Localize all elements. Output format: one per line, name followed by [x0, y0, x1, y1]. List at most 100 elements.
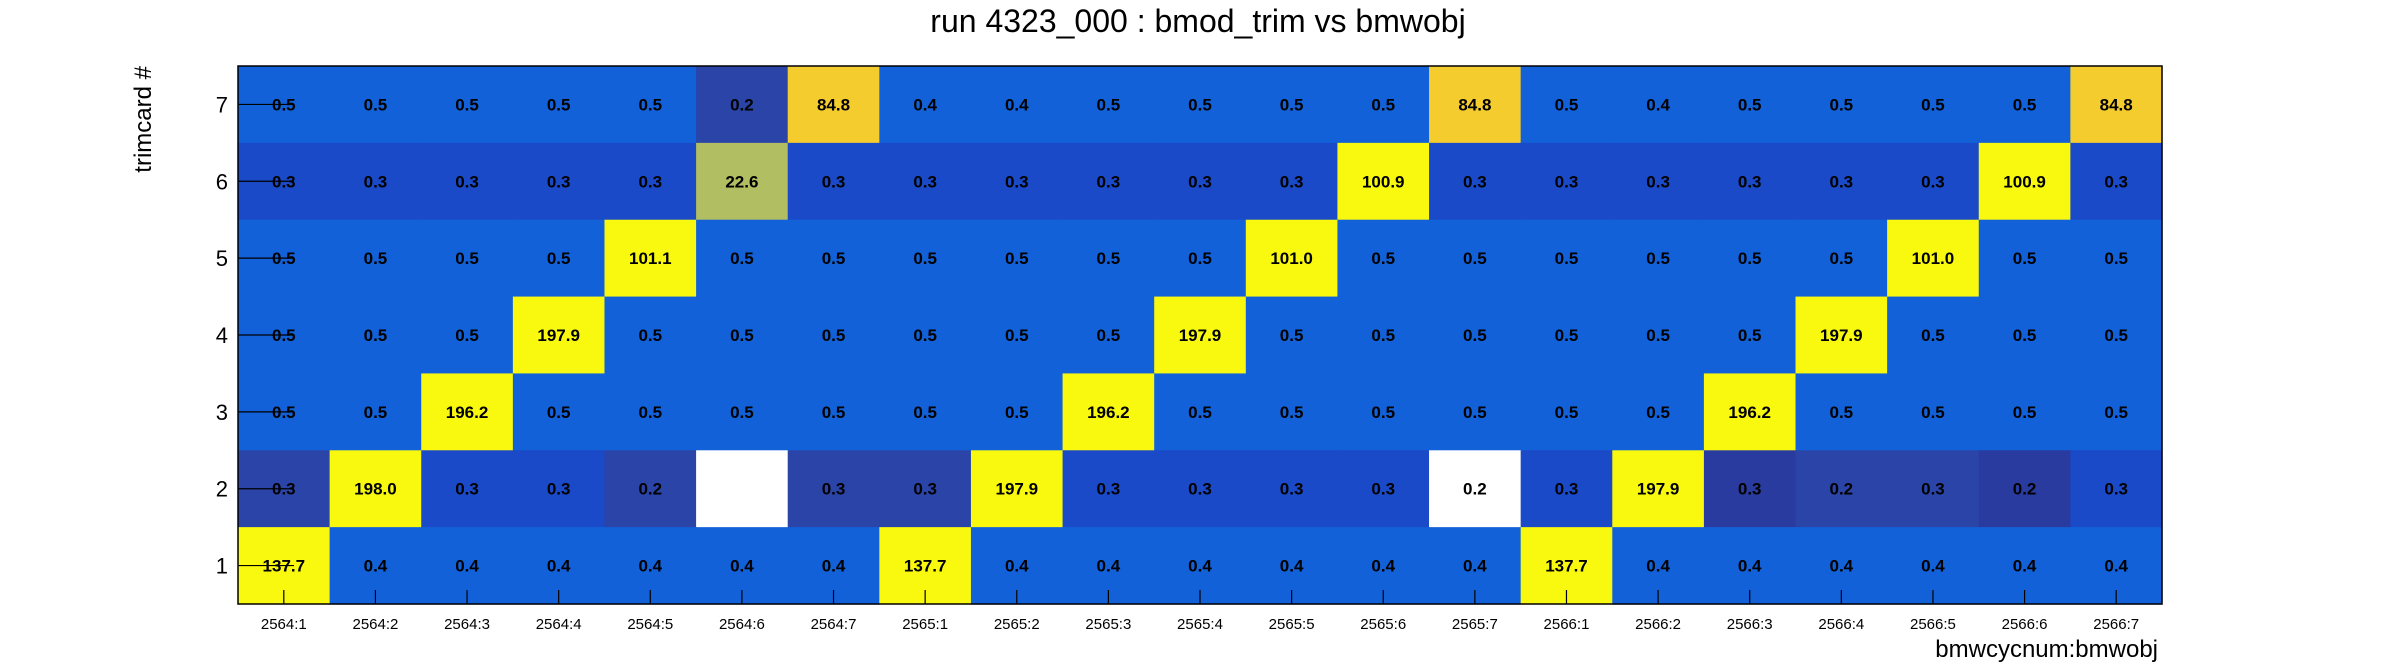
x-tick-label: 2565:4 — [1177, 616, 1223, 633]
y-axis-title: trimcard # — [130, 65, 157, 172]
x-tick-label: 2565:3 — [1085, 616, 1131, 633]
heatmap-cell — [1978, 450, 2071, 528]
heatmap-cell — [604, 296, 697, 375]
heatmap-cell — [1062, 66, 1155, 144]
cell-value-label: 0.4 — [364, 557, 388, 576]
heatmap-cell — [879, 219, 972, 298]
x-tick-label: 2566:5 — [1910, 616, 1956, 633]
heatmap-cell — [2070, 450, 2163, 528]
cell-value-label: 0.5 — [2013, 326, 2037, 345]
heatmap-cell — [1062, 219, 1155, 298]
cell-value-label: 0.4 — [1005, 557, 1029, 576]
cell-value-label: 0.5 — [1738, 326, 1762, 345]
heatmap-cell — [1703, 296, 1797, 375]
cell-value-label: 0.3 — [1188, 172, 1212, 191]
y-tick-label: 4 — [216, 323, 228, 348]
y-tick-label: 1 — [216, 554, 228, 579]
cell-value-label: 0.4 — [1188, 557, 1212, 576]
cell-value-label: 0.5 — [1830, 249, 1854, 268]
heatmap-cell — [696, 450, 789, 528]
cell-value-label: 0.4 — [638, 557, 662, 576]
cell-value-label: 0.3 — [913, 172, 937, 191]
y-axis-ticks: 7 6 5 4 3 2 1 — [216, 92, 294, 579]
cell-value-label: 0.5 — [1280, 95, 1304, 114]
cell-value-label: 0.3 — [1646, 172, 1670, 191]
heatmap-cell — [879, 142, 972, 221]
cell-value-label: 0.5 — [638, 95, 662, 114]
x-tick-label: 2566:4 — [1818, 616, 1864, 633]
x-tick-label: 2564:3 — [444, 616, 490, 633]
x-tick-label: 2566:7 — [2093, 616, 2139, 633]
cell-value-label: 0.5 — [913, 403, 937, 422]
heatmap-cell — [879, 373, 972, 451]
cell-value-label: 0.5 — [1463, 249, 1487, 268]
cell-value-label: 0.5 — [1921, 403, 1945, 422]
x-tick-label: 2564:2 — [352, 616, 398, 633]
cell-value-label: 0.4 — [1646, 95, 1670, 114]
cell-value-label: 101.1 — [629, 249, 672, 268]
heatmap-cell — [1703, 142, 1797, 221]
cell-value-label: 0.3 — [1097, 480, 1121, 499]
heatmap-cell — [604, 219, 697, 298]
cell-value-label: 0.3 — [2104, 480, 2128, 499]
heatmap-cell — [1795, 142, 1888, 221]
heatmap-cell — [1337, 450, 1430, 528]
heatmap-cell — [2070, 219, 2163, 298]
cell-value-label: 0.3 — [1280, 480, 1304, 499]
cell-value-label: 100.9 — [1362, 172, 1405, 191]
heatmap-cell — [1337, 219, 1430, 298]
heatmap-cell — [1337, 142, 1430, 221]
heatmap-cell — [1429, 66, 1522, 144]
cell-value-label: 0.5 — [547, 249, 571, 268]
x-tick-label: 2564:5 — [627, 616, 673, 633]
heatmap-cell — [1978, 373, 2071, 451]
heatmap-cell — [879, 66, 972, 144]
heatmap-cell — [1795, 219, 1888, 298]
cell-value-label: 84.8 — [2100, 95, 2133, 114]
cell-value-label: 0.5 — [1463, 403, 1487, 422]
cell-value-label: 137.7 — [904, 557, 947, 576]
cell-value-label: 0.3 — [455, 480, 479, 499]
cell-value-label: 0.5 — [1830, 403, 1854, 422]
heatmap-cell — [970, 450, 1064, 528]
heatmap-cell — [1062, 296, 1155, 375]
cell-value-label: 0.3 — [364, 172, 388, 191]
heatmap-cell — [1703, 219, 1797, 298]
cell-value-label: 0.4 — [730, 557, 754, 576]
cell-value-label: 0.2 — [1463, 480, 1487, 499]
heatmap-cell — [1887, 450, 1980, 528]
heatmap-cell — [787, 450, 880, 528]
cell-value-label: 0.5 — [1097, 249, 1121, 268]
heatmap-cell — [787, 296, 880, 375]
cell-value-label: 0.5 — [822, 326, 846, 345]
cell-value-label: 0.5 — [1371, 326, 1395, 345]
cell-value-label: 22.6 — [725, 172, 758, 191]
heatmap-cell — [1978, 296, 2071, 375]
heatmap-cell — [329, 450, 422, 528]
heatmap-cell — [1703, 373, 1797, 451]
heatmap-cell — [1520, 142, 1613, 221]
cell-value-label: 0.5 — [1097, 326, 1121, 345]
cell-value-label: 0.5 — [2013, 403, 2037, 422]
heatmap-cell — [512, 296, 606, 375]
heatmap-cell — [1337, 66, 1430, 144]
cell-value-label: 0.5 — [2104, 403, 2128, 422]
heatmap-cell — [1795, 450, 1888, 528]
heatmap-cell — [1612, 142, 1705, 221]
heatmap-cell — [696, 66, 789, 144]
heatmap-cell — [970, 219, 1064, 298]
x-tick-label: 2565:2 — [994, 616, 1040, 633]
x-tick-label: 2564:7 — [811, 616, 857, 633]
cell-value-label: 0.4 — [822, 557, 846, 576]
heatmap-cell — [1154, 219, 1247, 298]
cell-value-label: 0.5 — [1280, 403, 1304, 422]
cell-value-label: 0.5 — [638, 326, 662, 345]
cell-value-label: 0.4 — [913, 95, 937, 114]
heatmap-cell — [970, 296, 1064, 375]
heatmap-cell — [1154, 296, 1247, 375]
x-tick-label: 2565:7 — [1452, 616, 1498, 633]
y-tick-label: 2 — [216, 477, 228, 502]
cell-value-label: 0.4 — [1646, 557, 1670, 576]
cell-value-label: 0.4 — [2104, 557, 2128, 576]
y-tick-label: 3 — [216, 400, 228, 425]
